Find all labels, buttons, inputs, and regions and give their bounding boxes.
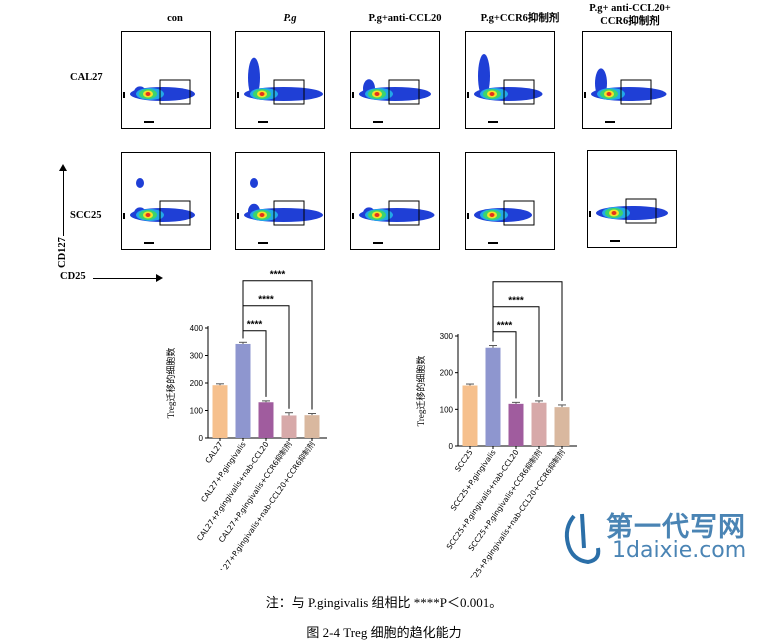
figure-caption: 图 2-4 Treg 细胞的趋化能力: [306, 625, 462, 640]
y-tick-label: 100: [440, 405, 454, 414]
flow-plot-scc25-pg-ccr6: [465, 152, 555, 250]
cd127-arrow-head: [59, 164, 67, 171]
gate-box: [273, 200, 305, 226]
y-tick-label: 200: [440, 369, 454, 378]
gate-box: [273, 79, 305, 105]
bar: [462, 385, 478, 446]
flow-plot-cal27-pg-anti-ccl20: [350, 31, 440, 129]
y-tick-label: 0: [199, 434, 204, 443]
column-header-pg-anti-ccl20: P.g+anti-CCL20: [368, 13, 442, 24]
column-header-pg: P.g: [283, 13, 297, 24]
y-tick-label: 400: [190, 324, 204, 333]
bar: [235, 343, 251, 438]
watermark-logo-text: 第一代写网: [606, 512, 746, 543]
flow-plot-scc25-pg-anti-ccl20-ccr6: [587, 150, 677, 248]
cd127-axis-arrow: [63, 170, 64, 236]
y-tick-label: 200: [190, 379, 204, 388]
bar: [508, 403, 524, 446]
column-header-pg-ccr6: P.g+CCR6抑制剂: [480, 13, 560, 24]
significance-label: ****: [247, 320, 263, 331]
flow-plot-scc25-pg: [235, 152, 325, 250]
bar: [304, 415, 320, 438]
watermark-logo-icon: [564, 513, 601, 565]
significance-bracket: [242, 280, 313, 410]
row-label-scc25: SCC25: [70, 210, 102, 221]
significance-label: ****: [520, 278, 536, 282]
y-tick-label: 300: [190, 352, 204, 361]
flow-plot-scc25-con: [121, 152, 211, 250]
significance-bracket: [492, 281, 563, 401]
significance-label: ****: [508, 296, 524, 307]
gate-box: [503, 200, 535, 226]
watermark-url: 1daixie.com: [612, 538, 747, 563]
y-tick-label: 100: [190, 407, 204, 416]
bar: [554, 407, 570, 446]
figure-footnote: 注：与 P.gingivalis 组相比 ****P＜0.001。: [265, 595, 503, 610]
gate-box: [159, 79, 191, 105]
column-header-con: con: [167, 13, 183, 24]
bar-chart-cal27: Treg迁移的细胞数0100200300400CAL27CAL27+P.ging…: [165, 270, 327, 570]
flow-plot-cal27-pg-anti-ccl20-ccr6: [582, 31, 672, 129]
flow-plot-scc25-pg-anti-ccl20: [350, 152, 440, 250]
cd25-axis-arrow: [93, 278, 157, 279]
gate-box: [388, 79, 420, 105]
cd127-axis-label: CD127: [57, 237, 68, 268]
gate-box: [159, 200, 191, 226]
bar: [212, 385, 228, 438]
x-tick-label: SCC25: [453, 448, 475, 474]
gate-box: [503, 79, 535, 105]
y-tick-label: 0: [449, 442, 454, 451]
column-header-pg-anti-ccl20-ccr6: P.g+ anti-CCL20+ CCR6抑制剂: [589, 3, 671, 27]
y-tick-label: 300: [440, 332, 454, 341]
bar: [531, 402, 547, 446]
cd25-axis-label: CD25: [60, 271, 86, 282]
significance-label: ****: [258, 295, 274, 306]
bar: [258, 402, 274, 438]
significance-label: ****: [497, 321, 513, 332]
y-axis-label: Treg迁移的细胞数: [165, 348, 176, 419]
flow-plot-cal27-pg: [235, 31, 325, 129]
bar: [281, 415, 297, 438]
bar: [485, 347, 501, 446]
cd25-arrow-head: [156, 274, 163, 282]
gate-box: [620, 79, 652, 105]
y-axis-label: Treg迁移的细胞数: [415, 356, 426, 427]
row-label-cal27: CAL27: [70, 72, 103, 83]
gate-box: [625, 198, 657, 224]
significance-label: ****: [270, 270, 286, 281]
flow-plot-cal27-con: [121, 31, 211, 129]
bar-chart-scc25: Treg迁移的细胞数0100200300SCC25SCC25+P.gingiva…: [415, 278, 577, 578]
gate-box: [388, 200, 420, 226]
flow-plot-cal27-pg-ccr6: [465, 31, 555, 129]
x-tick-label: CAL27: [203, 440, 224, 465]
